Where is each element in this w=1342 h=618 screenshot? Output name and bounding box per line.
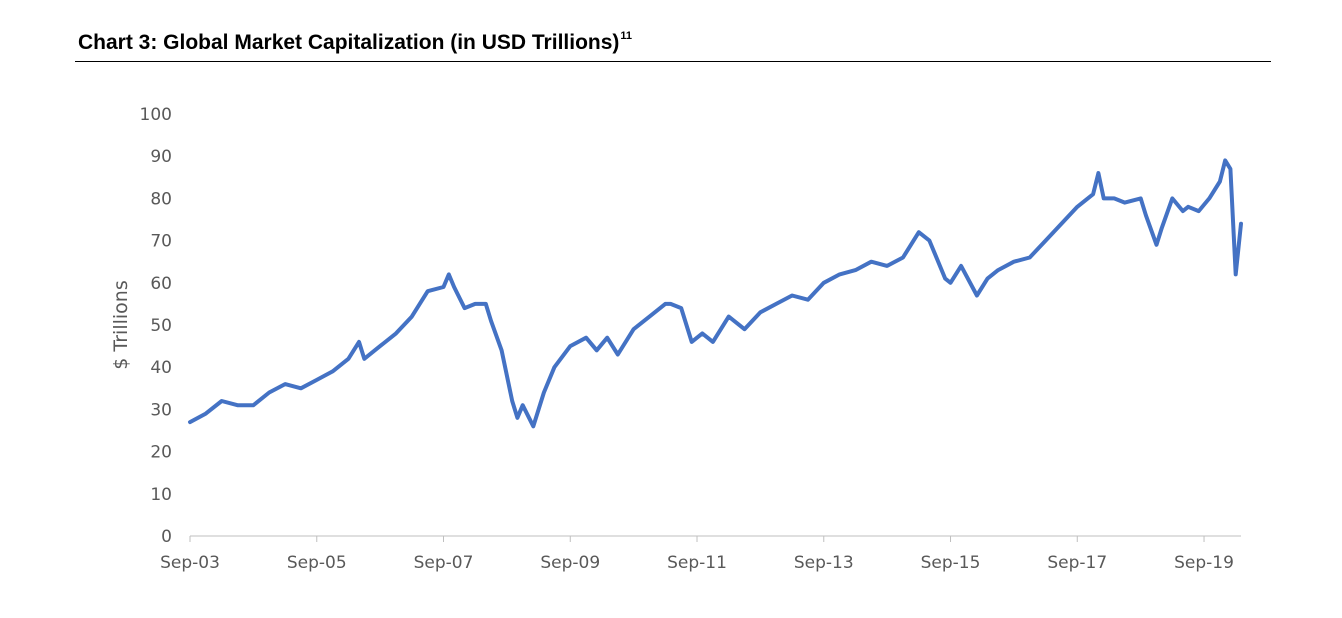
y-tick-label: 80 bbox=[150, 189, 172, 209]
y-tick-label: 90 bbox=[150, 147, 172, 167]
x-tick-label: Sep-15 bbox=[921, 553, 981, 573]
x-tick-label: Sep-05 bbox=[287, 553, 347, 573]
x-tick-label: Sep-09 bbox=[540, 553, 600, 573]
y-tick-label: 40 bbox=[150, 358, 172, 378]
y-tick-label: 50 bbox=[150, 316, 172, 336]
x-tick-label: Sep-11 bbox=[667, 553, 727, 573]
x-tick-label: Sep-19 bbox=[1174, 553, 1234, 573]
x-tick-label: Sep-03 bbox=[160, 553, 220, 573]
y-tick-label: 20 bbox=[150, 443, 172, 463]
title-underline bbox=[75, 61, 1271, 62]
y-tick-label: 70 bbox=[150, 232, 172, 252]
chart-title-text: Chart 3: Global Market Capitalization (i… bbox=[78, 31, 620, 54]
y-tick-label: 10 bbox=[150, 485, 172, 505]
x-tick-label: Sep-07 bbox=[414, 553, 474, 573]
y-axis-label: $ Trillions bbox=[110, 280, 132, 369]
market-cap-series-line bbox=[188, 158, 1243, 429]
y-tick-label: 60 bbox=[150, 274, 172, 294]
y-tick-label: 0 bbox=[161, 527, 172, 547]
chart-title: Chart 3: Global Market Capitalization (i… bbox=[78, 30, 633, 55]
x-tick-label: Sep-13 bbox=[794, 553, 854, 573]
x-tick-label: Sep-17 bbox=[1047, 553, 1107, 573]
y-tick-label: 100 bbox=[140, 105, 172, 125]
title-footnote-marker: 11 bbox=[620, 30, 633, 42]
y-tick-label: 30 bbox=[150, 400, 172, 420]
